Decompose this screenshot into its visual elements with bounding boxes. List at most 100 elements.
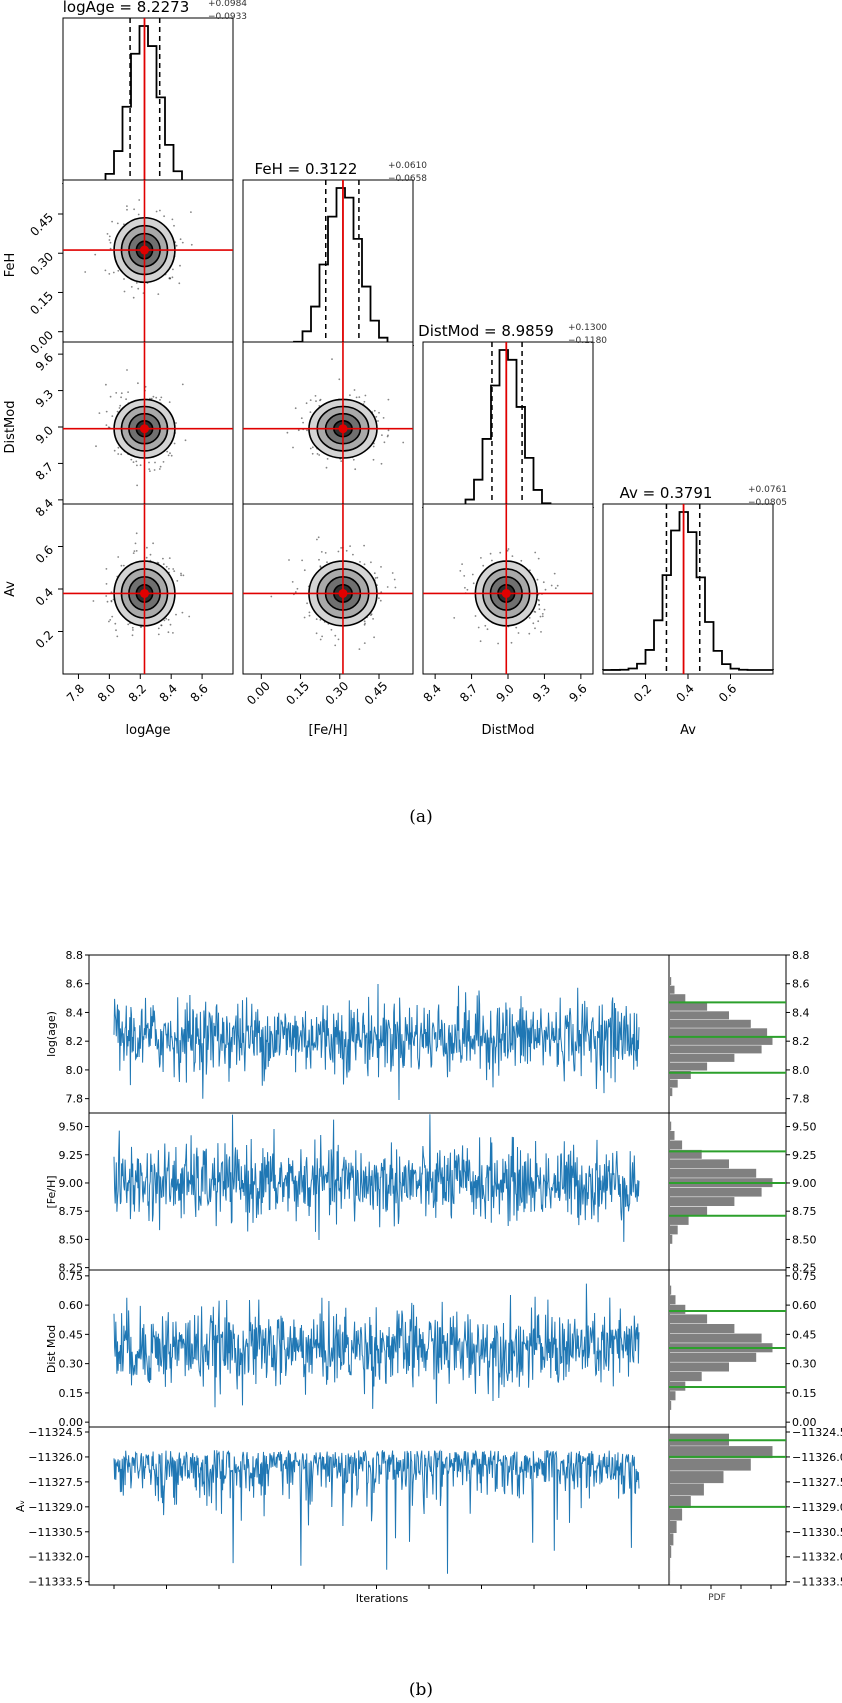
sample-point (528, 617, 531, 619)
x-tick-label: 0.4 (673, 681, 696, 704)
y-tick-label: 0.45 (59, 1328, 84, 1341)
y-tick-label-right: −11327.5 (792, 1476, 842, 1489)
error-upper: +0.0761 (748, 485, 787, 495)
corner-panel (242, 341, 414, 513)
sample-point (491, 559, 493, 562)
sample-point (453, 617, 456, 619)
corner-panel (242, 503, 414, 675)
sample-point (157, 627, 160, 630)
y-tick-label-right: 0.45 (792, 1328, 817, 1341)
sample-point (338, 378, 341, 381)
y-tick-label: 8.8 (66, 949, 84, 962)
sample-point (383, 441, 386, 444)
pdf-bar (669, 1400, 672, 1410)
sample-point (292, 446, 294, 449)
y-tick-label: 0.30 (59, 1358, 84, 1371)
y-tick-label: 0.15 (59, 1387, 84, 1400)
sample-point (359, 561, 361, 563)
sample-point (511, 555, 514, 557)
sample-point (374, 577, 377, 579)
sample-point (149, 470, 151, 472)
sample-point (363, 623, 366, 626)
sample-point (517, 632, 520, 634)
sample-point (364, 394, 367, 397)
sample-point (113, 449, 116, 452)
sample-point (104, 269, 107, 272)
trace-panel (85, 1426, 790, 1586)
sample-point (466, 588, 469, 591)
pdf-bar (669, 1352, 757, 1362)
sample-point (303, 616, 306, 619)
sample-point (160, 624, 163, 627)
sample-point (127, 623, 130, 626)
y-tick-label: 0.60 (59, 1299, 84, 1312)
sample-point (459, 570, 462, 572)
sample-point (349, 545, 351, 547)
x-tick-label: 0.00 (244, 679, 273, 708)
sample-point (155, 396, 158, 399)
y-tick-label: 0.30 (27, 249, 56, 278)
sample-point (112, 271, 115, 274)
pdf-bar (669, 1206, 708, 1216)
y-tick-label: −11326.0 (28, 1451, 83, 1464)
sample-point (120, 392, 123, 395)
sample-point (167, 618, 170, 621)
sample-point (541, 613, 544, 615)
sample-point (110, 600, 113, 603)
y-tick-label-right: 8.0 (792, 1064, 810, 1077)
sample-point (394, 586, 397, 589)
y-tick-label: 8.2 (66, 1035, 84, 1048)
sample-point (340, 547, 342, 549)
y-axis-label: DistMod (3, 401, 18, 454)
sample-point (179, 264, 181, 267)
sample-point (137, 382, 139, 385)
sample-point (305, 402, 308, 405)
x-axis-label: DistMod (482, 723, 535, 738)
sample-point (301, 559, 303, 562)
sample-point (314, 395, 317, 397)
sample-point (318, 558, 320, 561)
sample-point (316, 453, 319, 455)
sample-point (132, 461, 135, 463)
sample-point (353, 389, 356, 391)
x-tick-label: 0.2 (631, 681, 654, 704)
sample-point (553, 572, 556, 575)
sample-point (370, 614, 372, 616)
sample-point (386, 586, 389, 588)
sample-point (159, 465, 162, 468)
sample-point (300, 417, 303, 420)
sample-point (286, 431, 289, 434)
sample-point (358, 648, 361, 650)
sample-point (554, 587, 557, 590)
y-tick-label: 0.2 (33, 628, 56, 651)
sample-point (352, 458, 355, 461)
sample-point (294, 407, 297, 410)
sample-point (540, 631, 542, 633)
sample-point (363, 544, 365, 547)
x-tick-label: 7.8 (64, 681, 87, 704)
pdf-bar (669, 977, 672, 986)
sample-point (132, 552, 135, 554)
y-tick-label-right: 9.25 (792, 1149, 817, 1162)
sample-point (337, 638, 340, 641)
sample-point (114, 622, 117, 625)
sample-point (373, 409, 376, 412)
truth-point (338, 588, 348, 598)
sample-point (169, 623, 172, 626)
sample-point (181, 611, 184, 614)
sample-point (181, 241, 184, 244)
sample-point (316, 538, 318, 541)
sample-point (135, 460, 138, 463)
y-tick-label-right: 8.50 (792, 1233, 817, 1246)
sample-point (137, 287, 140, 290)
x-tick-label: 0.6 (716, 681, 739, 704)
sample-point (180, 574, 183, 577)
sample-point (538, 608, 541, 610)
sample-point (464, 586, 466, 589)
error-lower: −0.0805 (748, 498, 787, 508)
pdf-bar (669, 1483, 704, 1496)
sample-point (372, 618, 374, 620)
sample-point (510, 641, 513, 644)
sample-point (536, 578, 539, 581)
sample-point (484, 624, 487, 627)
